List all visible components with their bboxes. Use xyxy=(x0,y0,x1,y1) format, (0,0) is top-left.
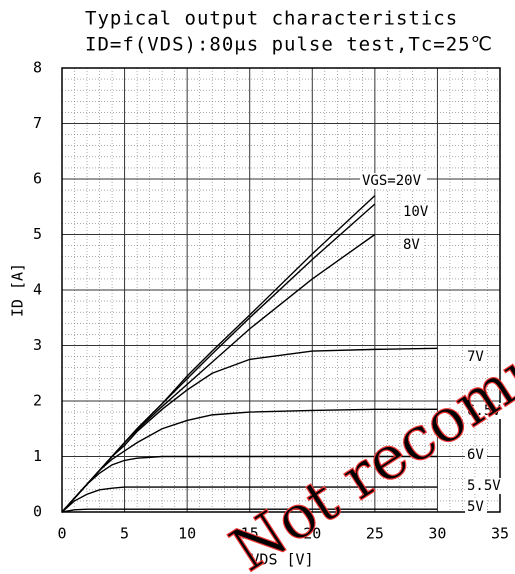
curve xyxy=(61,486,438,513)
x-tick-label: 0 xyxy=(57,525,66,543)
y-tick-label: 4 xyxy=(33,281,42,299)
label-bg xyxy=(465,478,505,494)
label-bg xyxy=(360,173,427,189)
label-bg xyxy=(465,349,487,365)
curve xyxy=(61,455,438,513)
legend-label: 10V xyxy=(403,204,429,220)
label-bg xyxy=(465,447,487,463)
label-bg xyxy=(401,204,432,220)
legend-label: 5V xyxy=(467,499,484,515)
legend-label: 5.5V xyxy=(467,478,501,494)
y-axis-label: ID [A] xyxy=(9,263,27,317)
y-tick-label: 5 xyxy=(33,225,42,243)
y-tick-label: 1 xyxy=(33,447,42,465)
legend-label: 6.5V xyxy=(467,403,501,419)
x-tick-label: 20 xyxy=(303,525,321,543)
y-tick-label: 7 xyxy=(33,114,42,132)
x-tick-label: 5 xyxy=(120,525,129,543)
legend-label: 6V xyxy=(467,447,484,463)
x-tick-label: 15 xyxy=(241,525,259,543)
y-tick-label: 3 xyxy=(33,336,42,354)
label-bg xyxy=(465,499,487,515)
legend-label: VGS=20V xyxy=(362,173,422,189)
y-tick-label: 8 xyxy=(33,59,42,77)
x-axis-label: VDS [V] xyxy=(250,551,313,569)
y-tick-label: 0 xyxy=(33,503,42,521)
x-tick-label: 25 xyxy=(366,525,384,543)
x-tick-label: 35 xyxy=(491,525,509,543)
plot-frame xyxy=(61,67,501,513)
y-tick-label: 2 xyxy=(33,392,42,410)
label-bg xyxy=(401,237,423,253)
chart-subtitle: ID=f(VDS):80μs pulse test,Tc=25℃ xyxy=(85,34,493,56)
y-tick-label: 6 xyxy=(33,170,42,188)
x-tick-label: 10 xyxy=(178,525,196,543)
curve xyxy=(61,508,438,513)
x-tick-label: 30 xyxy=(428,525,446,543)
label-bg xyxy=(465,403,505,419)
chart-title: Typical output characteristics xyxy=(85,8,458,30)
legend-label: 8V xyxy=(403,237,420,253)
legend-label: 7V xyxy=(467,349,484,365)
